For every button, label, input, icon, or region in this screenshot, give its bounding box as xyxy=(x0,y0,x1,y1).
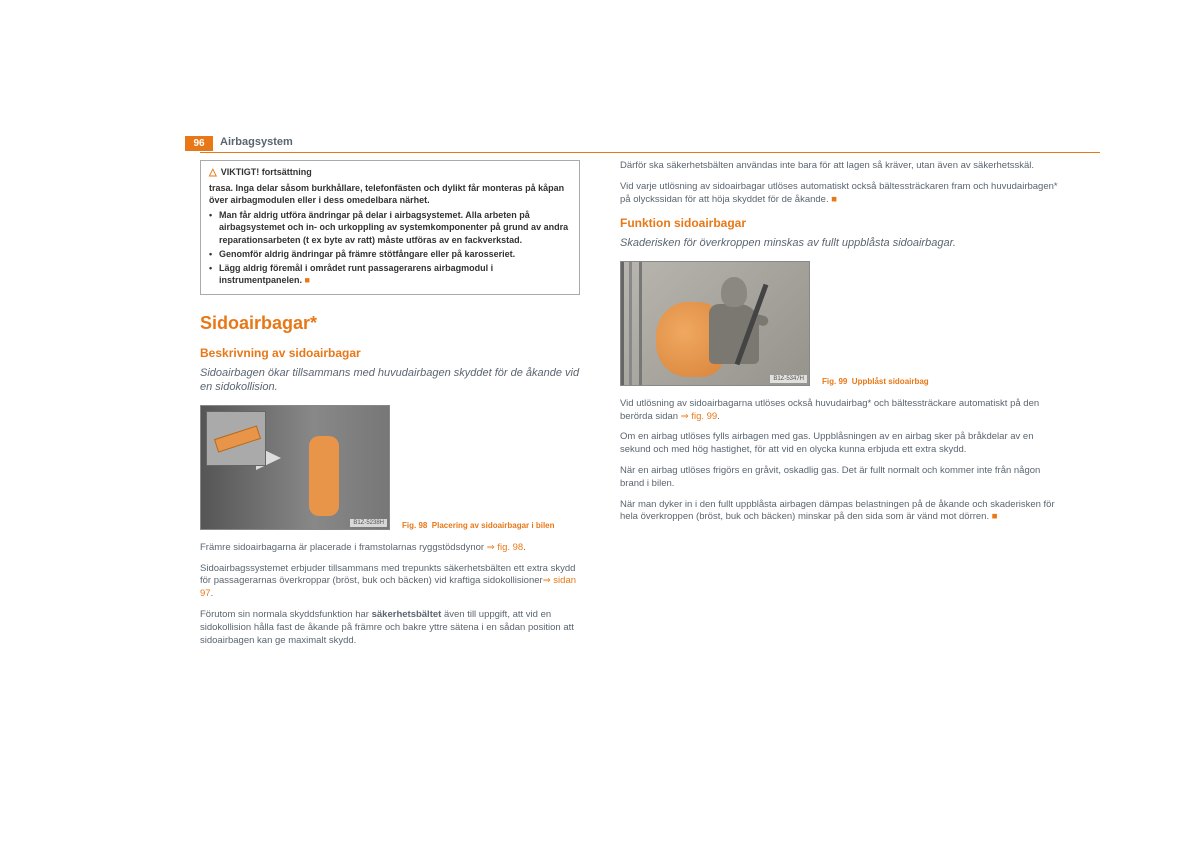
page-number: 96 xyxy=(185,136,213,151)
paragraph: Därför ska säkerhetsbälten användas inte… xyxy=(620,160,1060,173)
subsection-subtitle: Sidoairbagen ökar tillsammans med huvuda… xyxy=(200,366,580,395)
section-heading: Sidoairbagar* xyxy=(200,313,580,334)
paragraph: Vid utlösning av sidoairbagarna utlöses … xyxy=(620,398,1060,424)
header-title: Airbagsystem xyxy=(220,136,293,148)
figure-code: B1Z-5347H xyxy=(770,375,807,383)
caution-item: Man får aldrig utföra ändringar på delar… xyxy=(209,209,571,245)
left-column: VIKTIGT! fortsättning trasa. Inga delar … xyxy=(200,160,580,655)
end-marker-icon: ■ xyxy=(992,511,998,522)
figure-98: B1Z-5238H Fig. 98 Placering av sidoairba… xyxy=(200,405,580,530)
header-rule xyxy=(200,152,1100,153)
cross-ref-link[interactable]: ⇒ fig. 99 xyxy=(681,411,717,422)
caution-text: trasa. Inga delar såsom burkhållare, tel… xyxy=(209,182,571,286)
document-page: 96 Airbagsystem VIKTIGT! fortsättning tr… xyxy=(0,0,1200,695)
paragraph: Sidoairbagssystemet erbjuder tillsammans… xyxy=(200,563,580,601)
figure-99: B1Z-5347H Fig. 99 Uppblåst sidoairbag xyxy=(620,261,1060,386)
cross-ref-link[interactable]: ⇒ fig. 98 xyxy=(487,542,523,553)
caution-box: VIKTIGT! fortsättning trasa. Inga delar … xyxy=(200,160,580,295)
figure-99-image: B1Z-5347H xyxy=(620,261,810,386)
paragraph: Om en airbag utlöses fylls airbagen med … xyxy=(620,431,1060,457)
figure-code: B1Z-5238H xyxy=(350,519,387,527)
content-columns: VIKTIGT! fortsättning trasa. Inga delar … xyxy=(200,160,1100,655)
subsection-subtitle: Skaderisken för överkroppen minskas av f… xyxy=(620,236,1060,250)
figure-98-image: B1Z-5238H xyxy=(200,405,390,530)
end-marker-icon: ■ xyxy=(831,194,837,205)
subsection-heading: Beskrivning av sidoairbagar xyxy=(200,346,580,360)
caution-item: Genomför aldrig ändringar på främre stöt… xyxy=(209,248,571,260)
paragraph: Förutom sin normala skyddsfunktion har s… xyxy=(200,609,580,647)
right-column: Därför ska säkerhetsbälten användas inte… xyxy=(620,160,1060,655)
caution-header: VIKTIGT! fortsättning xyxy=(209,167,571,178)
caution-item: Lägg aldrig föremål i området runt passa… xyxy=(209,262,571,286)
paragraph: Vid varje utlösning av sidoairbagar utlö… xyxy=(620,181,1060,207)
caution-intro: trasa. Inga delar såsom burkhållare, tel… xyxy=(209,183,564,205)
paragraph: När man dyker in i den fullt uppblåsta a… xyxy=(620,499,1060,525)
caution-list: Man får aldrig utföra ändringar på delar… xyxy=(209,209,571,286)
end-marker-icon: ■ xyxy=(305,275,310,285)
subsection-heading: Funktion sidoairbagar xyxy=(620,216,1060,230)
figure-99-caption: Fig. 99 Uppblåst sidoairbag xyxy=(822,377,929,386)
paragraph: Främre sidoairbagarna är placerade i fra… xyxy=(200,542,580,555)
figure-98-caption: Fig. 98 Placering av sidoairbagar i bile… xyxy=(402,521,555,530)
paragraph: När en airbag utlöses frigörs en gråvit,… xyxy=(620,465,1060,491)
